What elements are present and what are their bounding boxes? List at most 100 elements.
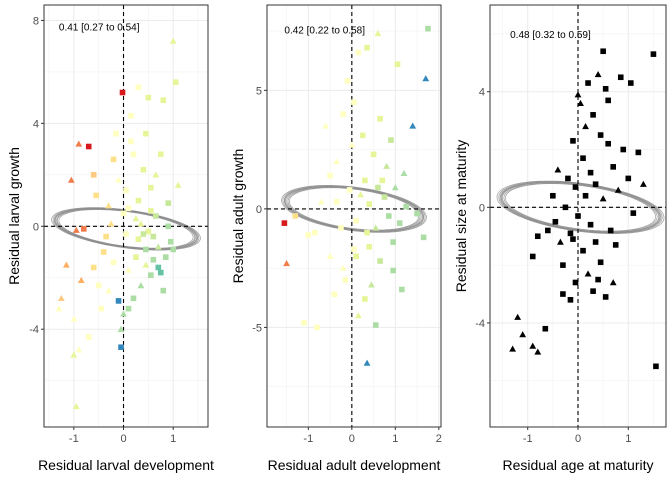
data-point-triangle (75, 346, 83, 353)
panel-frame (489, 4, 667, 428)
data-point-square (600, 48, 606, 55)
plot-area (44, 5, 208, 427)
data-point-triangle (383, 162, 391, 169)
y-axis-title: Residual larval growth (6, 147, 22, 285)
data-point-square (331, 291, 338, 298)
data-point-triangle (348, 141, 356, 148)
data-point-square (157, 269, 164, 276)
data-point-square (353, 253, 359, 260)
x-axis-title: Residual age at maturity (503, 457, 654, 473)
y-tick-label: 4 (33, 118, 39, 130)
data-point-square (125, 305, 132, 312)
data-point-triangle (169, 37, 177, 44)
data-point-square (370, 151, 377, 158)
data-point-square (375, 184, 381, 191)
data-point-square (545, 227, 551, 234)
data-point-triangle (614, 186, 622, 193)
data-point-square (165, 223, 172, 230)
data-point-square (344, 78, 351, 84)
data-point-triangle (582, 122, 589, 130)
data-point-square (133, 254, 139, 260)
data-point-square (353, 217, 359, 224)
data-point-square (390, 239, 396, 245)
y-tick-label: 0 (479, 202, 485, 214)
data-point-square (155, 264, 162, 271)
panel-annotation: 0.48 [0.32 to 0.59] (510, 30, 591, 41)
data-point-square (281, 220, 288, 226)
data-point-square (145, 228, 152, 235)
data-point-triangle (57, 294, 65, 302)
data-point-triangle (639, 180, 647, 187)
data-point-square (148, 184, 154, 191)
data-point-square (103, 233, 109, 240)
data-point-triangle (77, 276, 85, 284)
data-point-square (95, 282, 102, 289)
data-point-triangle (70, 315, 78, 322)
data-point-square (305, 232, 312, 238)
data-point-square (529, 253, 536, 260)
data-point-square (425, 25, 431, 32)
data-point-triangle (125, 266, 132, 273)
data-point-square (650, 51, 657, 57)
data-point-square (610, 164, 616, 170)
confidence-ellipse (496, 180, 665, 234)
y-tick-label: 0 (33, 221, 39, 233)
data-point-triangle (283, 260, 290, 267)
data-point-triangle (594, 70, 602, 78)
data-point-square (100, 249, 107, 255)
data-point-square (620, 146, 627, 153)
data-point-square (351, 246, 357, 252)
data-point-square (346, 187, 353, 193)
data-point-square (135, 84, 142, 91)
data-point-triangle (529, 342, 537, 349)
data-point-square (580, 155, 586, 161)
data-point-square (390, 267, 396, 274)
data-point-square (351, 99, 357, 106)
data-point-square (362, 177, 368, 184)
data-point-triangle (354, 312, 362, 319)
data-point-square (135, 197, 142, 204)
data-point-square (355, 49, 362, 56)
data-point-triangle (107, 220, 115, 227)
panel-frame (43, 4, 209, 428)
data-point-triangle (333, 158, 340, 165)
data-point-triangle (72, 226, 80, 233)
y-tick-label: 0 (256, 204, 262, 216)
data-point-square (125, 205, 132, 212)
data-point-square (572, 279, 579, 286)
data-point-triangle (422, 75, 430, 82)
data-point-square (381, 194, 388, 200)
data-point-triangle (609, 279, 617, 286)
data-point-square (120, 210, 127, 217)
data-point-square (414, 210, 420, 217)
data-point-triangle (357, 191, 364, 198)
data-point-square (630, 210, 637, 216)
data-point-square (399, 286, 405, 293)
data-point-square (115, 298, 122, 304)
data-point-square (312, 229, 318, 236)
data-point-square (167, 238, 174, 245)
data-point-square (394, 61, 401, 68)
data-point-square (128, 138, 134, 145)
data-point-square (617, 74, 624, 81)
panel-frame (266, 4, 442, 428)
data-point-triangle (557, 238, 564, 245)
data-point-square (612, 242, 619, 248)
data-point-square (592, 181, 599, 188)
data-point-square (327, 172, 333, 179)
data-point-triangle (55, 305, 63, 312)
data-point-square (585, 80, 591, 86)
data-point-square (628, 80, 634, 86)
data-point-square (150, 256, 157, 263)
data-point-square (165, 200, 172, 206)
data-point-triangle (409, 122, 417, 129)
data-point-square (93, 192, 99, 199)
data-point-square (153, 213, 159, 219)
data-point-square (140, 231, 147, 237)
data-point-square (587, 169, 594, 176)
x-tick-label: 1 (625, 433, 631, 445)
data-point-triangle (120, 310, 127, 317)
data-point-square (123, 231, 129, 237)
data-point-square (372, 322, 379, 328)
data-point-square (118, 344, 124, 351)
